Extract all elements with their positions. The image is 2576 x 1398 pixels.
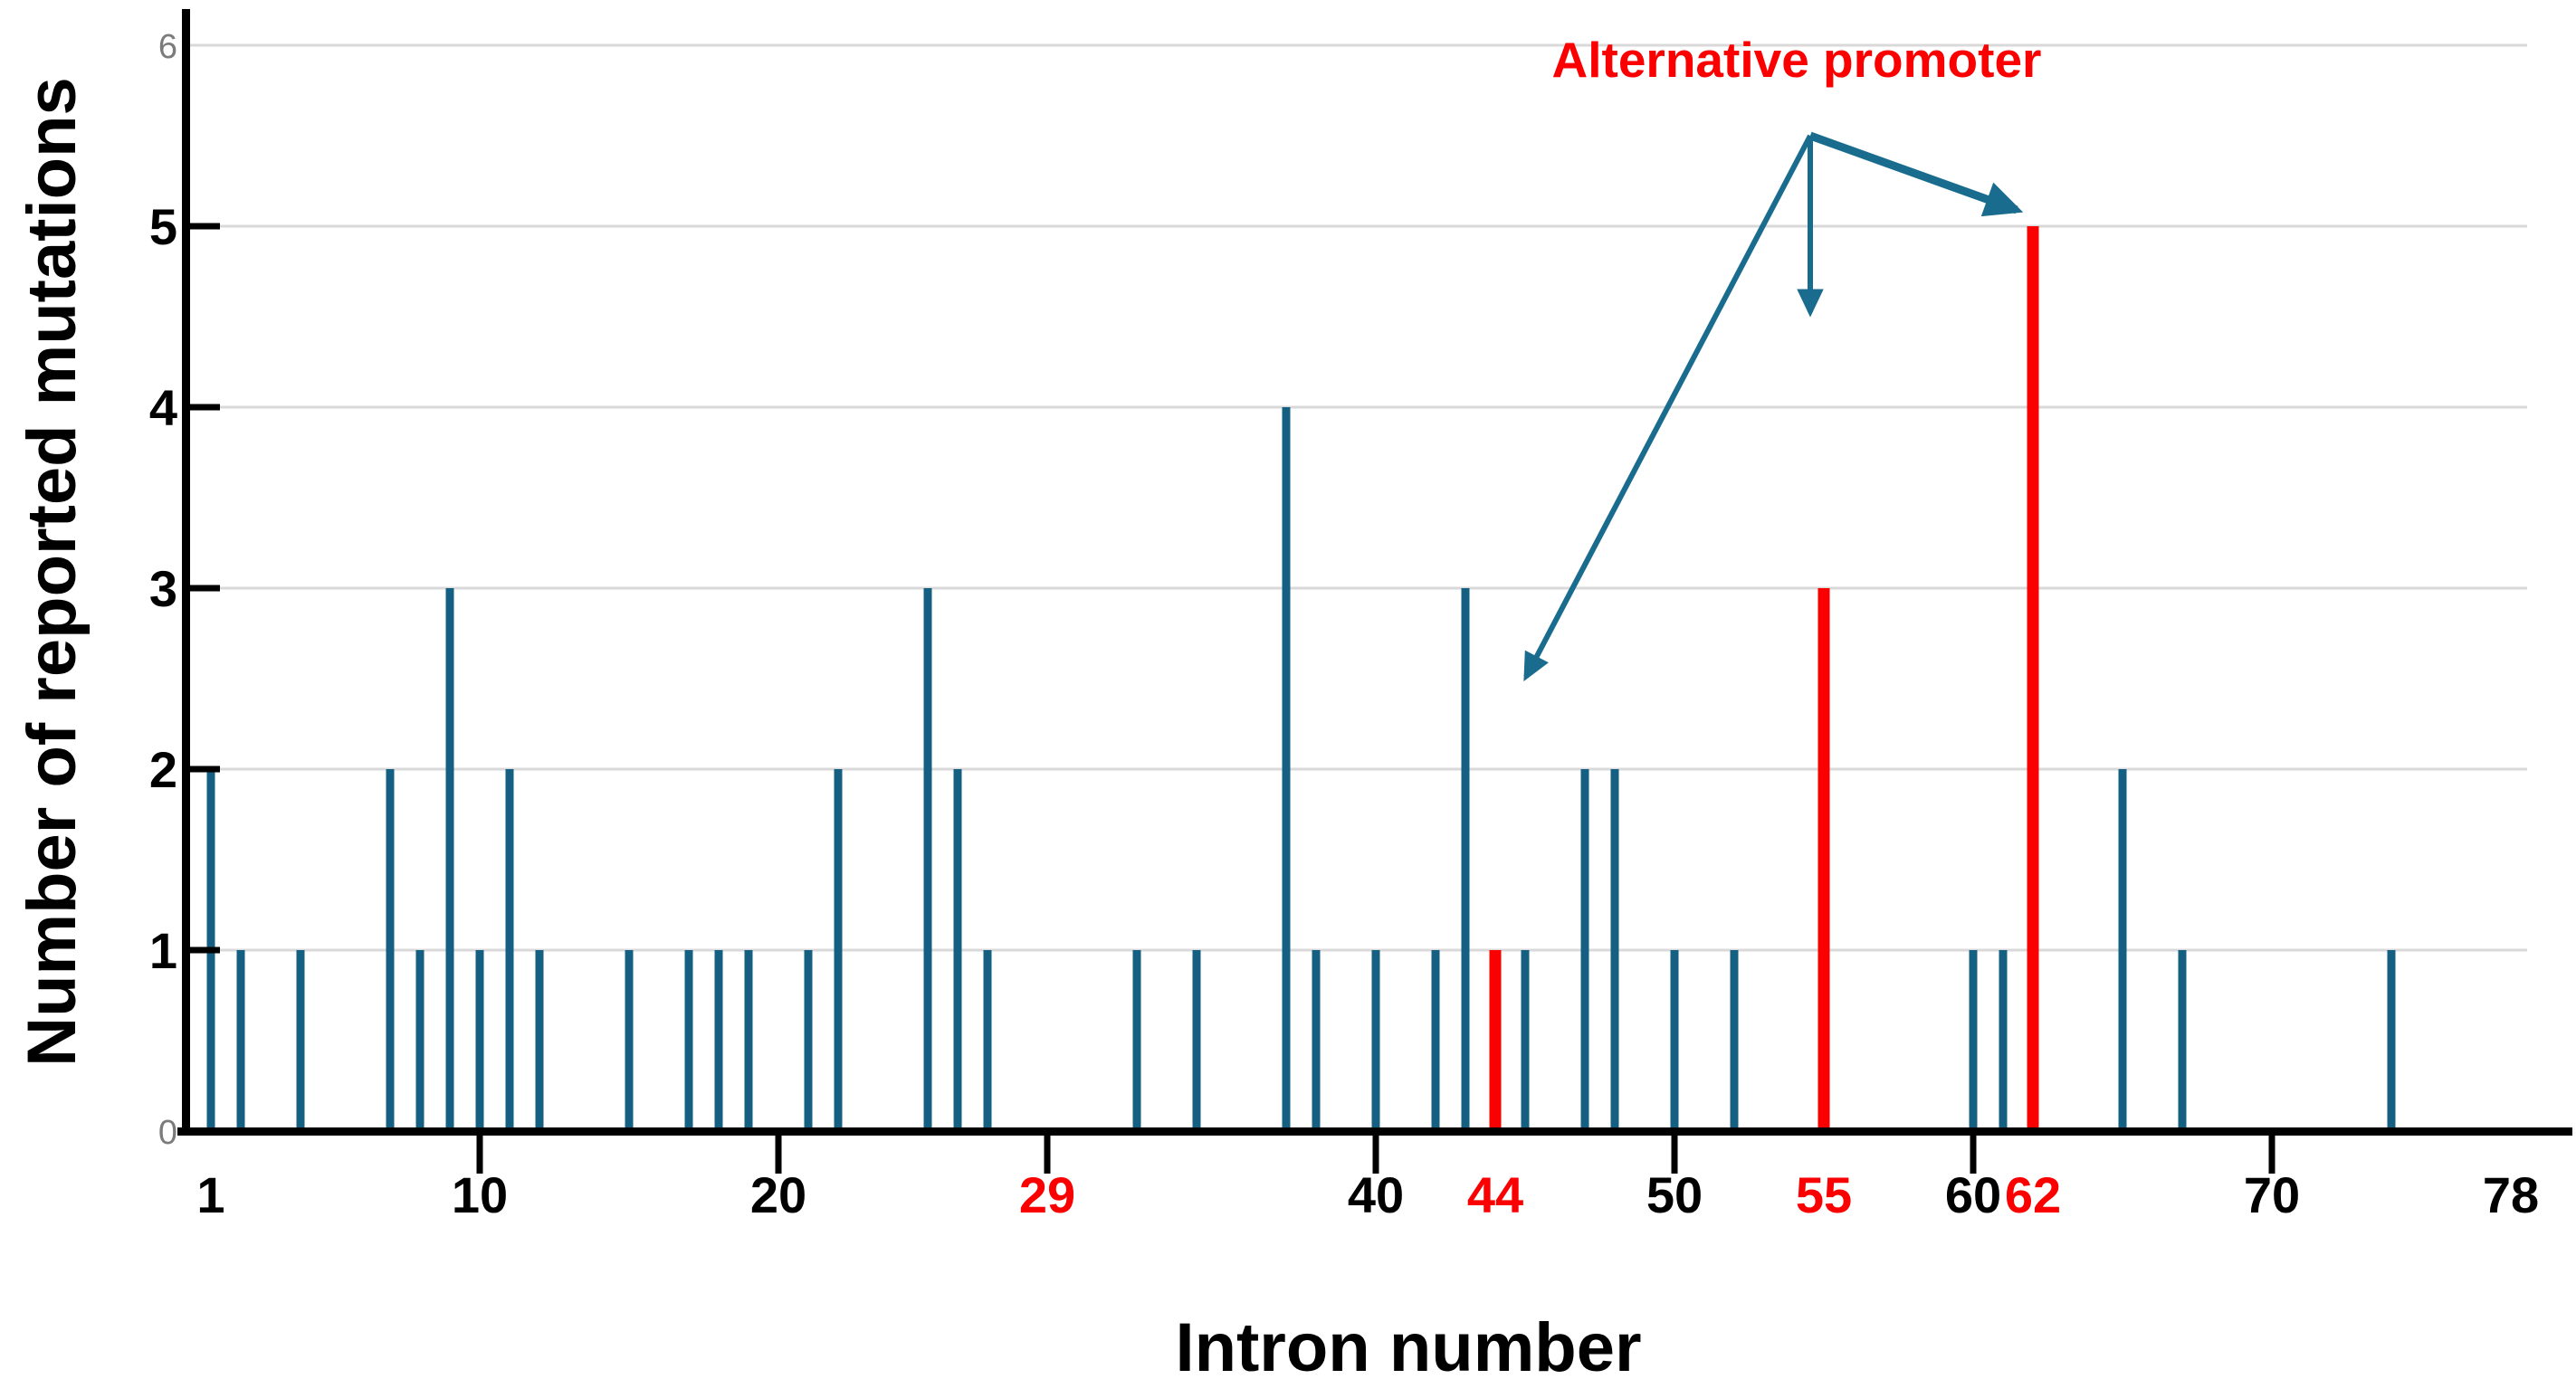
bar-intron-42: [1431, 950, 1440, 1131]
y-tick-label-4: 4: [149, 379, 177, 436]
y-axis-line: [182, 9, 190, 1136]
y-axis-title: Number of reported mutations: [14, 77, 91, 1067]
bar-intron-38: [1312, 950, 1321, 1131]
x-tick-label-29: 29: [1019, 1166, 1075, 1223]
bar-intron-55: [1818, 588, 1830, 1131]
bar-intron-21: [804, 950, 813, 1131]
bar-intron-74: [2387, 950, 2396, 1131]
y-tick-2: [189, 766, 220, 773]
x-tick-20: [775, 1131, 782, 1174]
bar-intron-44: [1489, 950, 1502, 1131]
x-tick-label-44: 44: [1467, 1166, 1523, 1223]
axes-and-ticks: [177, 9, 2572, 1174]
bar-intron-67: [2178, 950, 2187, 1131]
annotation-arrows: [1523, 131, 2024, 682]
bar-intron-15: [625, 950, 634, 1131]
bar-intron-18: [714, 950, 723, 1131]
bar-intron-26: [953, 769, 962, 1131]
bar-intron-40: [1371, 950, 1380, 1131]
bar-intron-52: [1730, 950, 1739, 1131]
bar-intron-19: [744, 950, 753, 1131]
x-tick-10: [476, 1131, 483, 1174]
y-tick-label-2: 2: [149, 741, 177, 798]
x-tick-label-62: 62: [2005, 1166, 2061, 1223]
x-tick-label-20: 20: [750, 1166, 806, 1223]
bar-intron-50: [1670, 950, 1679, 1131]
x-tick-60: [1970, 1131, 1977, 1174]
bar-intron-34: [1192, 950, 1201, 1131]
bar-intron-10: [475, 950, 484, 1131]
bar-intron-45: [1521, 950, 1530, 1131]
bar-intron-32: [1132, 950, 1141, 1131]
arrow-to-intron-62: [1808, 131, 2024, 217]
bar-intron-4: [296, 950, 305, 1131]
y-tick-3: [189, 585, 220, 592]
y-tick-label-5: 5: [149, 198, 177, 255]
bar-intron-62: [2027, 226, 2039, 1131]
x-tick-label-78: 78: [2483, 1166, 2539, 1223]
arrow-to-intron-44: [1523, 134, 1813, 682]
x-tick-29: [1044, 1131, 1051, 1174]
bar-intron-2: [236, 950, 245, 1131]
alternative-promoter-label: Alternative promoter: [1551, 32, 2042, 88]
bar-intron-48: [1610, 769, 1619, 1131]
bar-intron-12: [535, 950, 544, 1131]
x-axis-title: Intron number: [1175, 1309, 1642, 1386]
bar-intron-37: [1282, 407, 1291, 1131]
x-tick-label-60: 60: [1945, 1166, 2001, 1223]
y-tick-5: [189, 223, 220, 230]
bar-intron-7: [386, 769, 395, 1131]
bar-intron-22: [834, 769, 843, 1131]
bar-intron-65: [2118, 769, 2127, 1131]
y-tick-1: [189, 946, 220, 954]
bar-intron-8: [415, 950, 425, 1131]
y-tick-label-6: 6: [158, 28, 177, 66]
y-tick-label-0: 0: [158, 1114, 177, 1152]
y-tick-label-1: 1: [149, 922, 177, 979]
x-tick-40: [1372, 1131, 1379, 1174]
bar-intron-61: [1999, 950, 2008, 1131]
bar-intron-60: [1969, 950, 1978, 1131]
x-tick-label-1: 1: [196, 1166, 224, 1223]
gridlines: [189, 43, 2527, 952]
bar-intron-27: [983, 950, 992, 1131]
bar-intron-25: [923, 588, 932, 1131]
x-tick-label-10: 10: [452, 1166, 508, 1223]
x-tick-label-70: 70: [2244, 1166, 2300, 1223]
bar-intron-11: [505, 769, 514, 1131]
bar-intron-47: [1580, 769, 1589, 1131]
x-tick-50: [1671, 1131, 1678, 1174]
bar-intron-9: [445, 588, 454, 1131]
x-tick-label-40: 40: [1348, 1166, 1404, 1223]
x-tick-label-50: 50: [1646, 1166, 1703, 1223]
y-tick-label-3: 3: [149, 560, 177, 617]
x-tick-70: [2268, 1131, 2275, 1174]
bar-intron-43: [1461, 588, 1470, 1131]
y-tick-4: [189, 404, 220, 411]
bar-intron-17: [684, 950, 693, 1131]
x-tick-label-55: 55: [1796, 1166, 1852, 1223]
bars-layer: [206, 226, 2396, 1131]
